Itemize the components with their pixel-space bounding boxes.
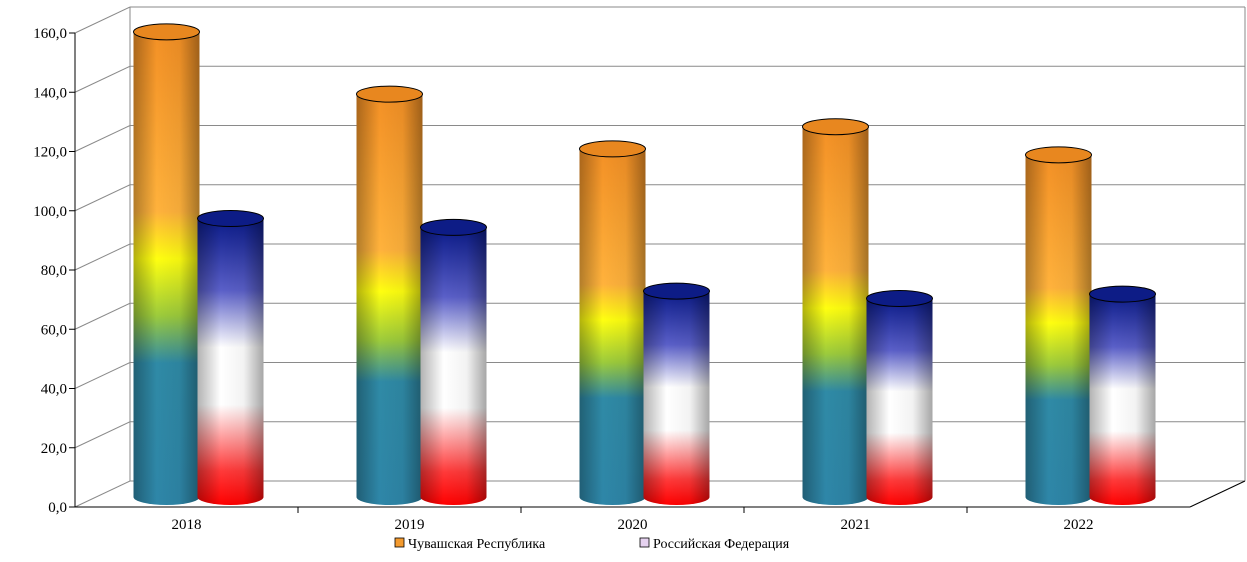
legend-swatch: [639, 537, 650, 548]
bar-shade: [1025, 154, 1092, 506]
bar: [1089, 285, 1156, 505]
legend-swatch: [394, 537, 405, 548]
y-tick-label: 160,0: [33, 26, 67, 42]
bar-top: [197, 210, 264, 228]
gridline-wall: [74, 362, 131, 389]
y-tick-label: 40,0: [41, 382, 67, 398]
bar-top: [133, 23, 200, 41]
bar-top: [356, 85, 423, 103]
bar: [802, 118, 869, 505]
gridline-wall: [74, 6, 131, 34]
bar-top: [420, 218, 487, 236]
gridline-wall: [74, 125, 131, 152]
bar: [356, 85, 423, 505]
bar: [1025, 146, 1092, 506]
bar-shade: [420, 227, 487, 505]
bar-shade: [197, 218, 264, 505]
bar-top: [579, 140, 646, 158]
gridline-wall: [74, 184, 131, 212]
bar-shade: [1089, 294, 1156, 505]
x-tick-label: 2022: [1064, 517, 1094, 533]
legend: Чувашская Республика Российская Федерация: [394, 537, 790, 552]
y-tick-label: 120,0: [33, 145, 67, 161]
bar-top: [1089, 285, 1156, 303]
bar: [133, 23, 200, 505]
legend-label: Российская Федерация: [653, 537, 790, 552]
gridline-wall: [74, 65, 131, 93]
gridline-wall: [74, 302, 131, 330]
bar-shade: [356, 94, 423, 505]
y-tick-label: 60,0: [41, 322, 67, 338]
bar: [643, 282, 710, 505]
x-tick-label: 2020: [618, 517, 648, 533]
bar-top: [866, 290, 933, 308]
bar: [197, 210, 264, 505]
y-tick-label: 20,0: [41, 441, 67, 457]
floor-right-edge: [1189, 480, 1246, 508]
x-tick-label: 2018: [172, 517, 202, 533]
x-tick-label: 2021: [841, 517, 871, 533]
y-tick-label: 140,0: [33, 85, 67, 101]
bar-top: [802, 118, 869, 136]
bar-shade: [866, 298, 933, 505]
gridline-wall: [74, 480, 131, 508]
bar-top: [643, 282, 710, 300]
bar-shade: [579, 148, 646, 505]
bar: [420, 218, 487, 505]
axes-layer: 0,0 20,0 40,0 60,0 80,0 100,0 120,0 140,0 160,0 2…: [33, 26, 1246, 533]
bar-shade: [802, 126, 869, 505]
y-tick-label: 100,0: [33, 204, 67, 220]
bar: [866, 290, 933, 505]
y-tick-label: 0,0: [48, 500, 67, 516]
gridline-wall: [74, 243, 131, 271]
bars-layer: [133, 23, 1156, 506]
gridline-wall: [74, 421, 131, 449]
bar-shade: [643, 291, 710, 505]
y-tick-label: 80,0: [41, 263, 67, 279]
legend-label: Чувашская Республика: [408, 537, 546, 552]
x-tick-label: 2019: [395, 517, 425, 533]
bar: [579, 140, 646, 505]
bar-shade: [133, 31, 200, 505]
bar-top: [1025, 146, 1092, 164]
